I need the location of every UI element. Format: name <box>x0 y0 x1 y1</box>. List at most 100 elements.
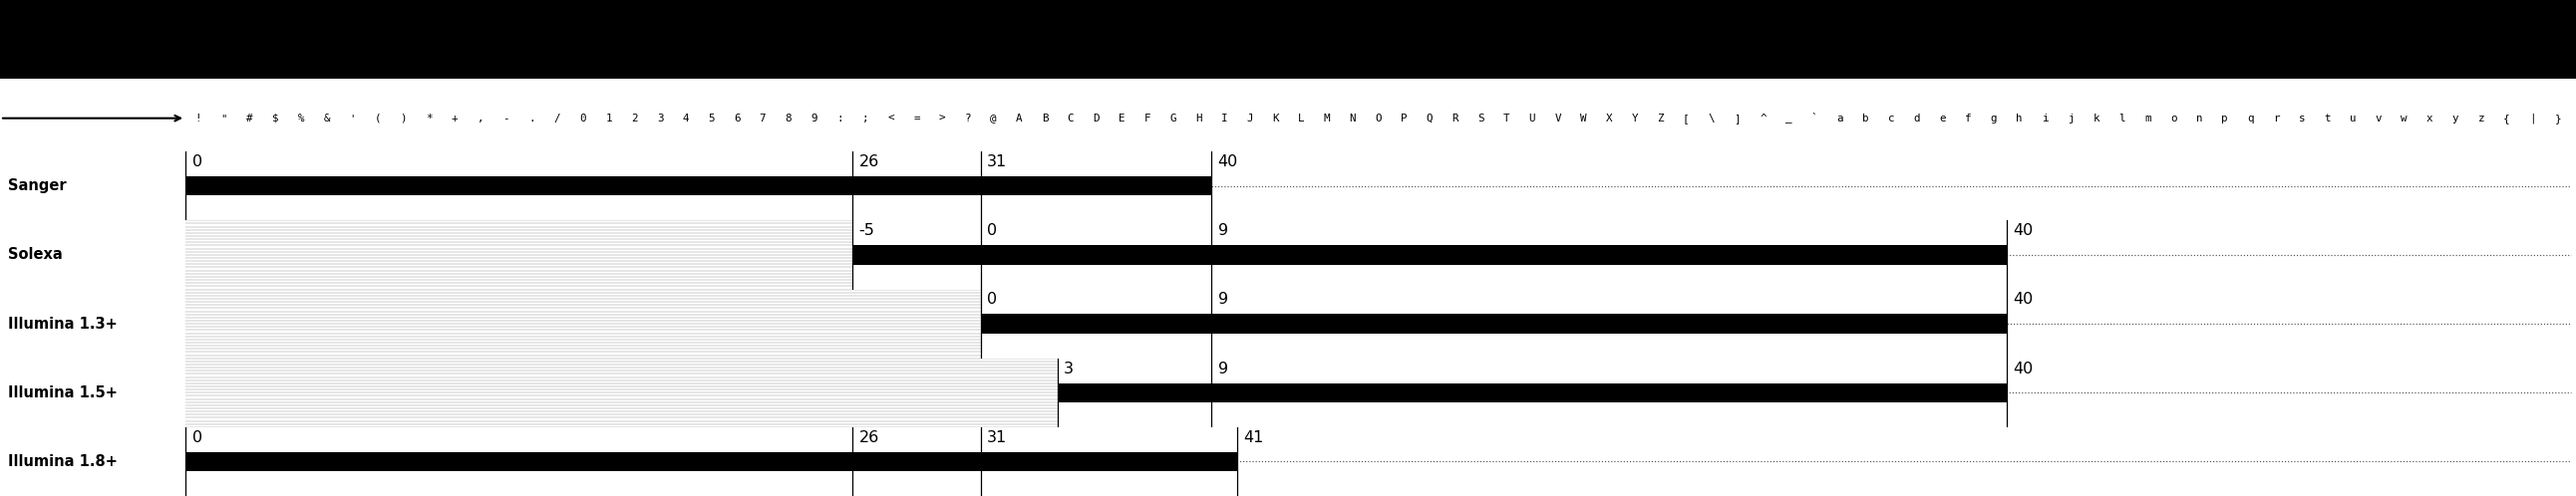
Text: e: e <box>1940 113 1945 123</box>
Text: 0: 0 <box>191 430 201 445</box>
Text: W: W <box>1579 113 1587 123</box>
Text: @: @ <box>989 113 997 123</box>
Text: M: M <box>1324 113 1329 123</box>
Text: 26: 26 <box>858 430 878 445</box>
Text: c: c <box>1888 113 1893 123</box>
Text: =: = <box>914 113 920 123</box>
Text: Illumina 1.8+: Illumina 1.8+ <box>8 454 118 469</box>
Text: (: ( <box>374 113 381 123</box>
Text: Z: Z <box>1656 113 1664 123</box>
Text: Illumina 1.5+: Illumina 1.5+ <box>8 385 118 400</box>
Text: I: I <box>1221 113 1229 123</box>
Text: J: J <box>1247 113 1252 123</box>
Text: k: k <box>2094 113 2099 123</box>
Text: 9: 9 <box>1218 223 1229 239</box>
Text: V: V <box>1553 113 1561 123</box>
Text: G: G <box>1170 113 1177 123</box>
Text: $: $ <box>273 113 278 123</box>
Text: >: > <box>938 113 945 123</box>
Text: P: P <box>1401 113 1406 123</box>
Text: q: q <box>2246 113 2254 123</box>
Text: D: D <box>1092 113 1100 123</box>
Text: ': ' <box>348 113 355 123</box>
Text: y: y <box>2452 113 2458 123</box>
Text: }: } <box>2555 113 2561 123</box>
Text: -: - <box>502 113 510 123</box>
Text: %: % <box>299 113 304 123</box>
Text: 6: 6 <box>734 113 739 123</box>
Text: w: w <box>2401 113 2409 123</box>
Text: 3: 3 <box>1064 361 1074 376</box>
Text: o: o <box>2169 113 2177 123</box>
Text: R: R <box>1453 113 1458 123</box>
Text: B: B <box>1041 113 1048 123</box>
Text: 40: 40 <box>1218 155 1239 170</box>
Text: ": " <box>222 113 227 123</box>
Text: g: g <box>1991 113 1996 123</box>
Text: 1: 1 <box>605 113 613 123</box>
Text: Y: Y <box>1631 113 1638 123</box>
Text: :: : <box>837 113 842 123</box>
Text: 9: 9 <box>1218 361 1229 376</box>
Text: F: F <box>1144 113 1151 123</box>
Bar <box>1059 383 2007 402</box>
Text: b: b <box>1862 113 1868 123</box>
Text: Solexa: Solexa <box>8 248 62 262</box>
Text: 31: 31 <box>987 430 1007 445</box>
Text: 41: 41 <box>1244 430 1265 445</box>
Text: O: O <box>1376 113 1381 123</box>
Text: -5: -5 <box>858 223 876 239</box>
Text: 5: 5 <box>708 113 714 123</box>
Text: Illumina 1.3+: Illumina 1.3+ <box>8 316 116 331</box>
Bar <box>185 177 1211 195</box>
Text: /: / <box>554 113 562 123</box>
Text: r: r <box>2272 113 2280 123</box>
Text: z: z <box>2478 113 2483 123</box>
Text: a: a <box>1837 113 1842 123</box>
Text: T: T <box>1504 113 1510 123</box>
Text: d: d <box>1914 113 1919 123</box>
Text: C: C <box>1066 113 1074 123</box>
Text: 40: 40 <box>2012 292 2032 307</box>
Text: v: v <box>2375 113 2383 123</box>
Text: s: s <box>2298 113 2306 123</box>
Bar <box>853 245 2007 264</box>
Text: H: H <box>1195 113 1203 123</box>
Text: 40: 40 <box>2012 361 2032 376</box>
Text: 4: 4 <box>683 113 688 123</box>
Text: 8: 8 <box>786 113 791 123</box>
Text: 0: 0 <box>580 113 587 123</box>
Text: +: + <box>451 113 459 123</box>
Text: A: A <box>1015 113 1023 123</box>
Text: 31: 31 <box>987 155 1007 170</box>
Text: L: L <box>1298 113 1303 123</box>
Text: U: U <box>1528 113 1535 123</box>
Bar <box>981 314 2007 333</box>
Text: 2: 2 <box>631 113 639 123</box>
Text: 3: 3 <box>657 113 662 123</box>
Text: Q: Q <box>1427 113 1432 123</box>
Text: i: i <box>2043 113 2048 123</box>
Text: Sanger: Sanger <box>8 179 67 193</box>
Text: ;: ; <box>863 113 868 123</box>
Text: E: E <box>1118 113 1126 123</box>
Text: .: . <box>528 113 536 123</box>
Text: N: N <box>1350 113 1355 123</box>
Text: x: x <box>2427 113 2432 123</box>
Text: 0: 0 <box>191 155 201 170</box>
Text: p: p <box>2221 113 2228 123</box>
Text: X: X <box>1605 113 1613 123</box>
Text: l: l <box>2117 113 2125 123</box>
Text: #: # <box>247 113 252 123</box>
Text: 40: 40 <box>2012 223 2032 239</box>
Text: 7: 7 <box>760 113 765 123</box>
Text: t: t <box>2324 113 2331 123</box>
Text: 26: 26 <box>858 155 878 170</box>
Text: &: & <box>325 113 330 123</box>
Text: [: [ <box>1682 113 1690 123</box>
Text: j: j <box>2069 113 2074 123</box>
Text: K: K <box>1273 113 1278 123</box>
Bar <box>0 0 2576 79</box>
Text: n: n <box>2195 113 2202 123</box>
Text: {: { <box>2504 113 2509 123</box>
